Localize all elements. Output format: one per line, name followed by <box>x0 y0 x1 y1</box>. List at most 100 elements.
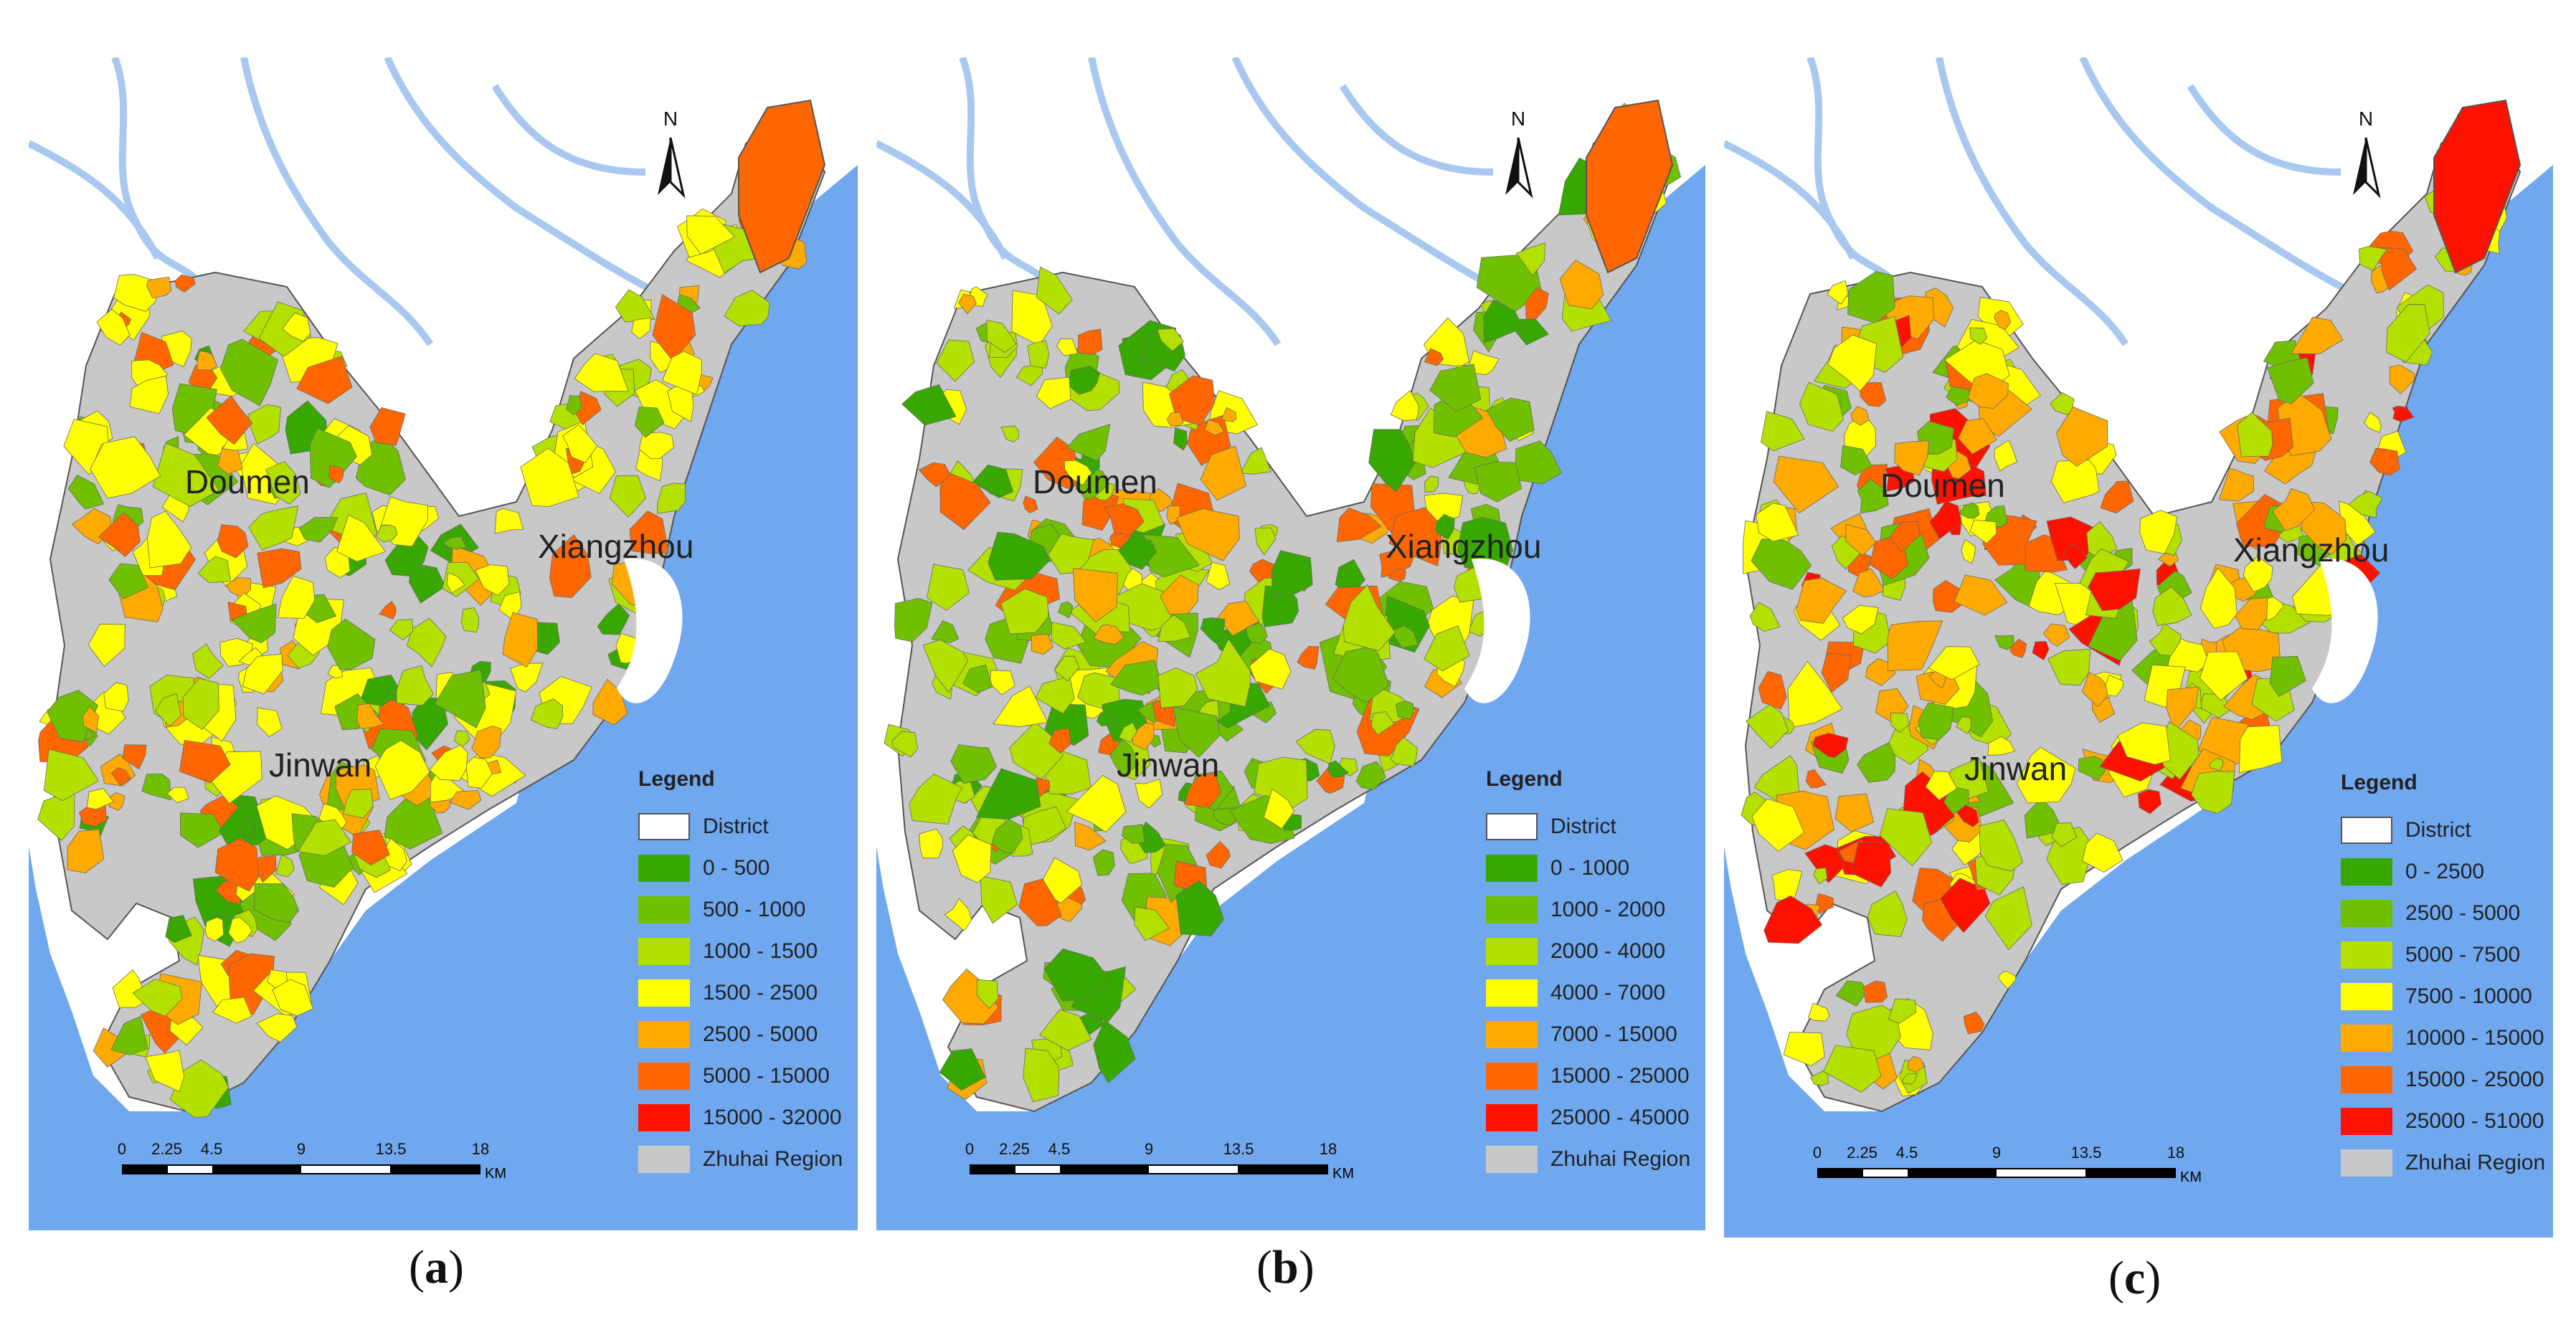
choropleth-cell <box>918 462 952 488</box>
north-arrow-icon: N <box>1490 108 1547 208</box>
choropleth-cell <box>686 215 736 255</box>
legend-title: Legend <box>1486 767 1563 791</box>
choropleth-cell <box>1172 706 1221 759</box>
choropleth-cell <box>661 351 703 395</box>
choropleth-cell <box>434 669 486 728</box>
legend-swatch <box>638 1063 690 1090</box>
choropleth-cell <box>1093 1020 1136 1084</box>
choropleth-cell <box>962 664 993 693</box>
choropleth-cell <box>1135 779 1163 809</box>
choropleth-cell <box>988 531 1051 581</box>
choropleth-cell <box>2291 316 2344 355</box>
scale-tick: 9 <box>296 1140 306 1158</box>
choropleth-cell <box>976 979 999 1010</box>
choropleth-cell <box>336 514 387 562</box>
choropleth-cell <box>1890 712 1910 733</box>
choropleth-cell <box>1157 614 1191 642</box>
legend-swatch <box>2341 1108 2392 1135</box>
legend-swatch <box>1486 1104 1538 1131</box>
caption-a: (a) <box>409 1241 464 1293</box>
choropleth-cell <box>1027 340 1050 369</box>
choropleth-cell <box>1053 655 1080 682</box>
choropleth-cell <box>2016 746 2076 804</box>
legend-item: 7500 - 10000 <box>2341 976 2545 1017</box>
choropleth-cell <box>343 789 374 819</box>
choropleth-cell <box>926 564 970 611</box>
choropleth-cell <box>206 395 253 445</box>
legend-label: Zhuhai Region <box>703 1147 843 1171</box>
choropleth-cell <box>1157 328 1184 352</box>
legend-label: 0 - 500 <box>703 856 770 880</box>
choropleth-cell <box>446 572 465 594</box>
choropleth-cell <box>1994 440 2017 472</box>
legend-swatch <box>2341 1025 2392 1052</box>
legend-a: Legend District 0 - 500 500 - 1000 1000 - 1… <box>638 767 843 1180</box>
choropleth-cell <box>471 726 502 759</box>
choropleth-cell <box>2243 556 2273 593</box>
legend-label: 25000 - 45000 <box>1550 1106 1690 1129</box>
choropleth-cell <box>442 536 467 550</box>
choropleth-cell <box>1092 624 1124 645</box>
choropleth-cell <box>2056 407 2108 467</box>
choropleth-cell <box>1929 500 1962 540</box>
choropleth-cell <box>1783 1031 1825 1067</box>
choropleth-cell <box>406 617 447 668</box>
choropleth-cell <box>1021 806 1067 847</box>
choropleth-cell <box>37 790 75 841</box>
north-label: N <box>2358 108 2374 130</box>
choropleth-cell <box>212 997 252 1024</box>
river <box>2187 84 2341 176</box>
choropleth-cell <box>1429 364 1482 412</box>
legend-swatch <box>2341 817 2392 844</box>
choropleth-cell <box>298 819 352 857</box>
choropleth-cell <box>2267 357 2314 404</box>
river <box>1936 57 2129 346</box>
legend-label: 7500 - 10000 <box>2405 984 2532 1008</box>
choropleth-cell <box>2199 651 2248 701</box>
scale-bar-b: 0 2.25 4.5 9 13.5 18 KM <box>965 1140 1357 1190</box>
legend-label: 5000 - 7500 <box>2405 943 2521 967</box>
choropleth-cell <box>1173 427 1188 451</box>
lagoon <box>617 559 683 703</box>
choropleth-cell <box>1031 633 1053 655</box>
choropleth-cell <box>1096 711 1116 727</box>
choropleth-cell <box>2348 490 2383 518</box>
legend-item: 7000 - 15000 <box>1486 1014 1690 1055</box>
choropleth-cell <box>1160 574 1199 614</box>
choropleth-cell <box>1121 824 1145 844</box>
choropleth-cell <box>1388 568 1406 582</box>
choropleth-cell <box>597 603 630 635</box>
choropleth-cell <box>909 774 963 825</box>
choropleth-cell <box>475 564 510 597</box>
legend-item: District <box>2341 809 2545 851</box>
choropleth-cell <box>1023 1048 1060 1103</box>
choropleth-cell <box>146 276 172 299</box>
district-label-doumen: Doumen <box>1880 467 2005 504</box>
choropleth-cell <box>2032 641 2050 661</box>
scale-tick: 9 <box>1992 1144 2002 1162</box>
choropleth-cell <box>1388 507 1442 567</box>
choropleth-cell <box>231 603 277 644</box>
legend-item: 15000 - 25000 <box>1486 1055 1690 1097</box>
choropleth-cell <box>1336 508 1382 543</box>
choropleth-cell <box>1959 502 1980 519</box>
district-label-xiangzhou: Xiangzhou <box>1386 528 1542 565</box>
choropleth-cell <box>939 473 991 531</box>
choropleth-cell <box>549 534 592 598</box>
choropleth-cell <box>1845 523 1877 556</box>
choropleth-cell <box>2380 247 2418 291</box>
choropleth-cell <box>47 690 99 743</box>
choropleth-cell <box>1851 841 1891 888</box>
choropleth-cell <box>1038 1009 1092 1051</box>
choropleth-cell <box>2392 407 2415 422</box>
legend-swatch <box>1486 938 1538 965</box>
choropleth-cell <box>1969 519 1997 544</box>
scale-tick: 13.5 <box>2070 1144 2102 1162</box>
choropleth-cell <box>958 293 977 315</box>
choropleth-cell <box>165 915 192 943</box>
choropleth-cell <box>993 685 1048 728</box>
choropleth-cell <box>146 510 192 569</box>
legend-item: 2500 - 5000 <box>638 1014 843 1055</box>
choropleth-cell <box>356 703 385 729</box>
choropleth-cell <box>656 483 686 514</box>
